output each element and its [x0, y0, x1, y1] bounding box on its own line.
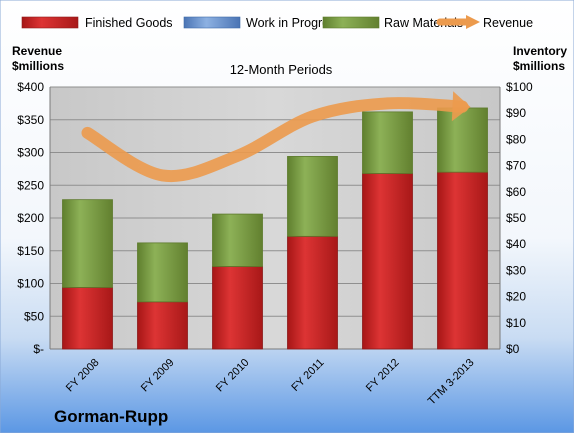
bar-finished-goods: [287, 235, 338, 350]
left-tick-label: $100: [17, 277, 44, 291]
left-tick-label: $300: [17, 146, 44, 160]
chart-title: 12-Month Periods: [230, 62, 333, 77]
left-tick-label: $250: [17, 178, 44, 192]
grid-lines: [49, 86, 501, 350]
right-tick-label: $90: [506, 106, 526, 120]
right-axis-title-line1: Inventory: [513, 44, 567, 58]
right-tick-label: $80: [506, 132, 526, 146]
left-tick-label: $-: [33, 342, 44, 356]
bar-finished-goods: [137, 301, 188, 350]
right-tick-label: $50: [506, 211, 526, 225]
bar-finished-goods: [437, 171, 488, 350]
legend-arrow-revenue: [466, 15, 480, 29]
bar-finished-goods: [212, 266, 263, 350]
bar-raw-materials: [62, 199, 113, 288]
left-tick-label: $400: [17, 80, 44, 94]
bar-raw-materials: [212, 213, 263, 267]
legend-label-work-in-progress: Work in Progress: [246, 16, 342, 30]
bar-finished-goods: [62, 287, 113, 350]
legend: Finished Goods Work in Progress Raw Mate…: [21, 15, 533, 30]
bar-raw-materials: [362, 111, 413, 174]
left-tick-label: $150: [17, 244, 44, 258]
left-tick-label: $200: [17, 211, 44, 225]
revenue-line: [81, 97, 469, 183]
right-tick-label: $60: [506, 185, 526, 199]
right-tick-label: $30: [506, 263, 526, 277]
right-tick-label: $0: [506, 342, 520, 356]
left-axis-title-line1: Revenue: [12, 44, 62, 58]
legend-swatch-work-in-progress: [183, 16, 241, 29]
left-axis-title-line2: $millions: [12, 59, 64, 73]
right-tick-label: $70: [506, 159, 526, 173]
bar-raw-materials: [287, 156, 338, 237]
revenue-arrowhead: [451, 91, 471, 122]
right-tick-label: $40: [506, 237, 526, 251]
bars: [62, 107, 488, 350]
left-tick-label: $50: [24, 309, 44, 323]
legend-swatch-finished-goods: [21, 16, 79, 29]
left-tick-label: $350: [17, 113, 44, 127]
bar-raw-materials: [137, 242, 188, 303]
legend-label-finished-goods: Finished Goods: [85, 16, 173, 30]
right-tick-label: $10: [506, 316, 526, 330]
revenue-line-layer: [81, 91, 471, 183]
right-tick-label: $100: [506, 80, 533, 94]
company-name: Gorman-Rupp: [54, 407, 168, 426]
right-axis-title-line2: $millions: [513, 59, 565, 73]
legend-swatch-raw-materials: [322, 16, 380, 29]
right-tick-label: $20: [506, 290, 526, 304]
bar-raw-materials: [437, 107, 488, 173]
legend-label-revenue: Revenue: [483, 16, 533, 30]
bar-finished-goods: [362, 173, 413, 350]
